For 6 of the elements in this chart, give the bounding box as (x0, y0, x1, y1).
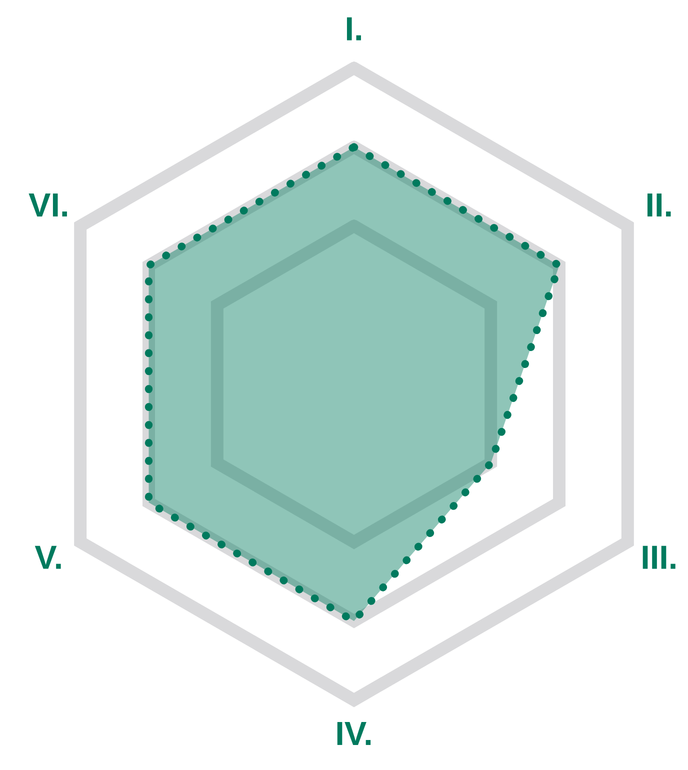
spoke-label: V. (34, 546, 61, 569)
spoke-label: II. (647, 194, 671, 216)
spoke-label: III. (642, 546, 676, 569)
spoke-label: VI. (28, 194, 67, 216)
spoke-label: IV. (337, 722, 371, 745)
spoke-label: I. (346, 17, 361, 40)
